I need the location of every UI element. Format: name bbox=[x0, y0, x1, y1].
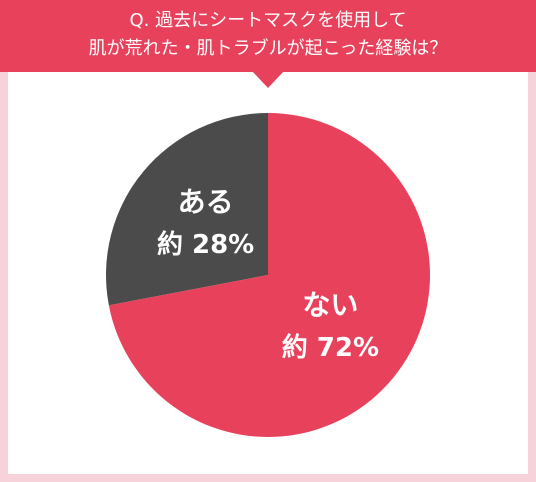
slice-value-label: 約 28% bbox=[157, 229, 254, 260]
title-line: 肌が荒れた・肌トラブルが起こった経験は？ bbox=[89, 37, 448, 59]
pie-slice bbox=[108, 113, 431, 438]
slice-value-label: 約 72% bbox=[282, 332, 379, 363]
pie-slice bbox=[106, 113, 268, 306]
header-pointer bbox=[252, 71, 284, 88]
slice-label: ない bbox=[302, 289, 358, 322]
title-line: Q. 過去にシートマスクを使用して bbox=[129, 10, 406, 31]
header bbox=[0, 0, 536, 72]
slice-label: ある bbox=[178, 185, 234, 218]
